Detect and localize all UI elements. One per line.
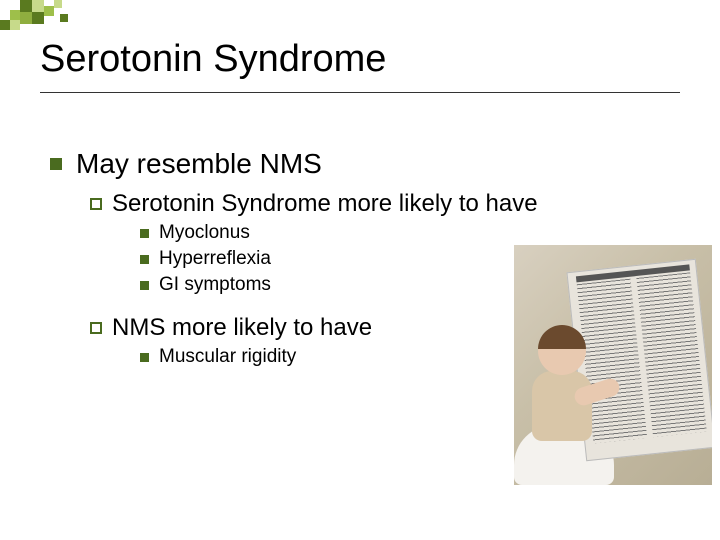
slide-title: Serotonin Syndrome xyxy=(40,38,386,81)
level3-text: Myoclonus xyxy=(159,222,250,244)
level1-text: May resemble NMS xyxy=(76,148,322,180)
level2-text: Serotonin Syndrome more likely to have xyxy=(112,190,538,218)
square-bullet-icon xyxy=(140,281,149,290)
level3-text: Muscular rigidity xyxy=(159,346,296,368)
level3-text: Hyperreflexia xyxy=(159,248,271,270)
square-bullet-icon xyxy=(140,229,149,238)
bullet-level1: May resemble NMS xyxy=(50,148,670,180)
level3-text: GI symptoms xyxy=(159,274,271,296)
bullet-level2: Serotonin Syndrome more likely to have xyxy=(90,190,670,218)
corner-decoration xyxy=(0,0,90,40)
hollow-bullet-icon xyxy=(90,322,102,334)
square-bullet-icon xyxy=(140,353,149,362)
title-underline xyxy=(40,92,680,93)
square-bullet-icon xyxy=(50,158,62,170)
bullet-level3: Myoclonus xyxy=(140,222,670,244)
square-bullet-icon xyxy=(140,255,149,264)
level2-text: NMS more likely to have xyxy=(112,314,372,342)
decorative-photo xyxy=(514,245,712,485)
hollow-bullet-icon xyxy=(90,198,102,210)
